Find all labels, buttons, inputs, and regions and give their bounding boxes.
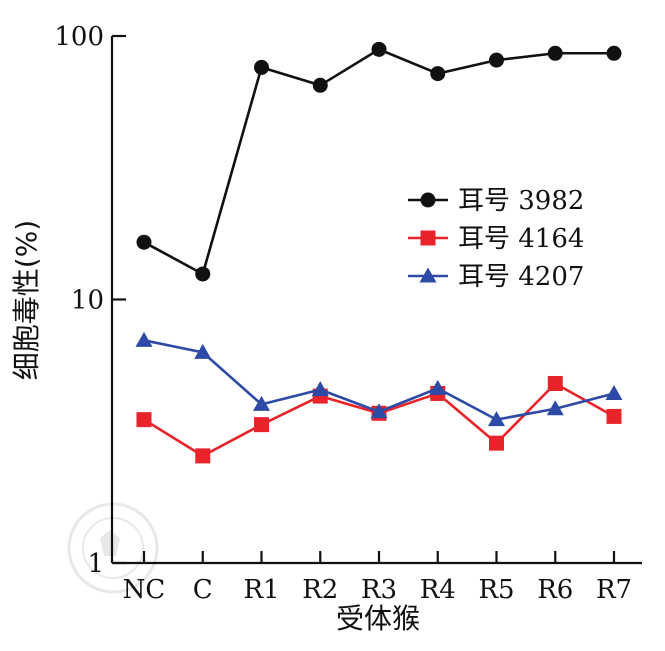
data-point bbox=[312, 77, 328, 93]
series-2 bbox=[136, 375, 622, 464]
series-group bbox=[135, 41, 623, 464]
x-tick-label: R2 bbox=[302, 575, 338, 605]
data-point bbox=[136, 412, 152, 428]
data-point bbox=[429, 379, 447, 395]
data-point bbox=[194, 343, 212, 359]
legend-item: 耳号 3982 bbox=[408, 186, 584, 216]
y-axis-title: 细胞毒性(%) bbox=[10, 220, 43, 380]
y-tick-label: 10 bbox=[71, 286, 104, 316]
data-point bbox=[135, 331, 153, 347]
legend-item: 耳号 4207 bbox=[408, 262, 584, 292]
data-point bbox=[606, 45, 622, 61]
x-tick-label: R6 bbox=[537, 575, 573, 605]
series-1 bbox=[136, 41, 622, 282]
legend-marker bbox=[420, 230, 436, 246]
data-point bbox=[195, 266, 211, 282]
data-point bbox=[430, 66, 446, 82]
x-tick-label: R4 bbox=[420, 575, 456, 605]
data-point bbox=[546, 400, 564, 416]
x-tick-label: R1 bbox=[243, 575, 279, 605]
series-3 bbox=[135, 331, 623, 427]
data-point bbox=[311, 381, 329, 397]
data-point bbox=[547, 375, 563, 391]
x-tick-label: C bbox=[193, 575, 213, 605]
data-point bbox=[253, 395, 270, 411]
x-tick-label: R7 bbox=[596, 575, 632, 605]
x-tick-label: R5 bbox=[478, 575, 514, 605]
data-point bbox=[606, 408, 622, 424]
data-point bbox=[547, 45, 563, 61]
legend-label: 耳号 3982 bbox=[458, 186, 584, 216]
axes: 1 10 100 NC C R1 R2 R3 R4 R5 R6 R7 bbox=[54, 22, 642, 605]
data-point bbox=[370, 403, 388, 419]
data-point bbox=[489, 52, 504, 68]
legend: 耳号 3982 耳号 4164 耳号 4207 bbox=[408, 186, 584, 292]
x-tick-label: R3 bbox=[361, 575, 397, 605]
data-point bbox=[489, 435, 504, 451]
data-point bbox=[136, 234, 152, 250]
data-point bbox=[605, 384, 623, 400]
data-point bbox=[371, 41, 387, 57]
y-tick-label: 1 bbox=[87, 549, 104, 579]
legend-marker bbox=[419, 267, 437, 283]
legend-item: 耳号 4164 bbox=[408, 224, 584, 254]
y-tick-label: 100 bbox=[54, 22, 104, 52]
x-axis-title: 受体猴 bbox=[336, 602, 420, 635]
legend-label: 耳号 4207 bbox=[458, 262, 584, 292]
data-point bbox=[195, 448, 211, 464]
data-point bbox=[488, 411, 505, 427]
legend-marker bbox=[420, 192, 436, 208]
data-point bbox=[254, 59, 269, 75]
legend-label: 耳号 4164 bbox=[458, 224, 584, 254]
x-tick-label: NC bbox=[123, 575, 166, 605]
data-point bbox=[254, 417, 269, 433]
